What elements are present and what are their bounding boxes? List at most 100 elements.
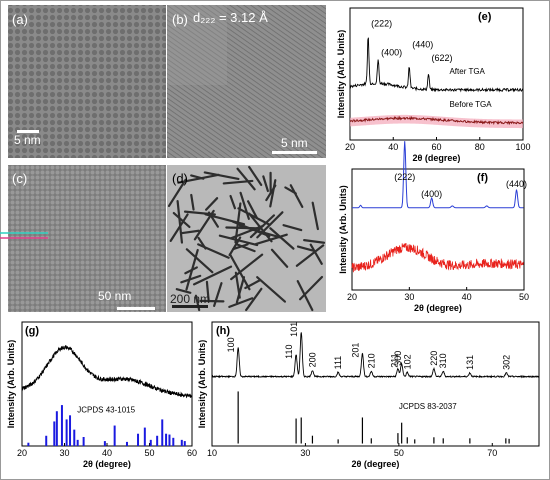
- x-tick-label: 20: [347, 292, 357, 302]
- nanorod: [296, 280, 314, 312]
- x-tick-label: 40: [462, 292, 472, 302]
- peak-label: (440): [412, 40, 433, 50]
- panel-label: (e): [478, 11, 492, 23]
- nanorod: [205, 280, 210, 302]
- tem-image-c: (c) 50 nm: [0, 165, 166, 312]
- nanorod: [176, 199, 184, 244]
- nanorod: [175, 288, 192, 294]
- nanorod: [269, 179, 277, 208]
- peak-label: 110: [284, 345, 294, 359]
- scale-label-d: 200 nm: [170, 292, 210, 306]
- x-tick-label: 50: [144, 448, 154, 458]
- tem-image-a: (a) 5 nm: [8, 5, 166, 158]
- nanorod: [203, 171, 240, 181]
- nanorod: [296, 245, 316, 253]
- nanorod: [222, 179, 254, 185]
- nanorod: [199, 299, 225, 303]
- nanorod: [262, 175, 269, 193]
- nanorod: [245, 287, 263, 312]
- nanorod: [237, 207, 271, 226]
- series-before-tga: [349, 115, 524, 126]
- series-after-tga: [349, 37, 524, 93]
- nanorod: [311, 201, 319, 231]
- nanorod: [228, 297, 254, 308]
- peak-label: (400): [421, 189, 442, 199]
- nanorod: [180, 229, 200, 235]
- x-tick-label: 10: [207, 448, 217, 458]
- peak-label: (622): [431, 53, 452, 63]
- panel-label-d: (d): [172, 171, 188, 186]
- peak-label: (440): [506, 179, 527, 189]
- lattice-spacing: d₂₂₂ = 3.12 Å: [193, 10, 268, 25]
- peak-label: 300: [393, 351, 403, 366]
- xrd-pattern: [211, 332, 540, 379]
- x-axis-title: 2θ (degree): [413, 153, 461, 163]
- peak-label: 200: [307, 352, 317, 367]
- peak-label: 102: [402, 354, 412, 369]
- series-label-before: Before TGA: [449, 100, 492, 109]
- nanorod: [204, 197, 219, 211]
- x-tick-label: 40: [102, 448, 112, 458]
- nanorod: [232, 220, 271, 238]
- scale-label-a: 5 nm: [14, 133, 41, 147]
- panel-label-b: (b): [172, 12, 188, 27]
- x-tick-label: 30: [59, 448, 69, 458]
- scale-label-b: 5 nm: [281, 136, 308, 150]
- nanorod: [180, 274, 202, 284]
- peak-label: 210: [366, 353, 376, 368]
- nanorod: [254, 233, 288, 246]
- nanorod: [236, 167, 256, 191]
- nanorod: [309, 243, 323, 265]
- nanorod: [235, 276, 246, 304]
- scale-bar-a: [17, 130, 39, 133]
- nanorod: [229, 194, 237, 210]
- nanorod: [289, 184, 304, 208]
- nanorod: [213, 282, 223, 307]
- panel-label: (f): [477, 172, 488, 184]
- peak-label: (222): [394, 172, 415, 182]
- x-tick-label: 70: [487, 448, 497, 458]
- y-axis-title: Intensity (Arb. Units): [6, 340, 16, 429]
- tem-image-b: (b) d₂₂₂ = 3.12 Å 5 nm: [167, 5, 326, 158]
- panel-label-c: (c): [12, 171, 27, 186]
- x-tick-label: 40: [388, 142, 398, 152]
- nanorod: [207, 211, 219, 228]
- peak-label: 101: [289, 322, 299, 337]
- nanorod: [230, 224, 265, 240]
- y-axis-title: Intensity (Arb. Units): [336, 30, 346, 119]
- scale-bar-d: [172, 305, 208, 308]
- peak-label: 310: [438, 353, 448, 368]
- panel-label: (h): [216, 325, 230, 337]
- chart-g: 20 30 40 50 60 2θ (degree) Intensity (Arb. Uni…: [6, 321, 197, 469]
- plot-frame: [351, 168, 525, 291]
- tem-image-d: (d) 200 nm: [167, 165, 326, 312]
- nanorod: [246, 200, 259, 220]
- nanorod: [303, 239, 326, 244]
- nanorod: [172, 212, 191, 229]
- xrd-pattern: [21, 344, 193, 399]
- scale-bar-b: [272, 151, 317, 154]
- chart-e: 20 40 60 80 100 2θ (degree) Intensity (Arb. Un…: [336, 7, 531, 163]
- x-tick-label: 100: [515, 142, 530, 152]
- nanorod: [235, 243, 256, 253]
- nanorod: [295, 244, 325, 267]
- series-blue: [352, 141, 524, 209]
- nanorod: [169, 213, 189, 242]
- nanorod: [190, 193, 195, 211]
- chart-h: 10 30 50 70 2θ (degree) Intensity (Arb. Units…: [197, 321, 540, 469]
- x-tick-label: 50: [519, 292, 529, 302]
- nanorod: [185, 248, 214, 274]
- nanorod: [265, 184, 277, 202]
- nanorod: [248, 165, 263, 187]
- nanorod: [269, 227, 295, 250]
- reference-label: JCPDS 43-1015: [77, 406, 135, 415]
- series-red: [351, 242, 524, 273]
- x-tick-label: 30: [404, 292, 414, 302]
- peak-label: 302: [501, 355, 511, 370]
- chart-f: 20 30 40 50 2θ (degree) Intensity (Arb. Units…: [338, 141, 529, 313]
- panel-label-a: (a): [12, 12, 28, 27]
- series-label-after: After TGA: [449, 67, 485, 76]
- nanorod: [256, 276, 287, 303]
- nanorod: [298, 275, 324, 301]
- nanorod: [167, 178, 187, 208]
